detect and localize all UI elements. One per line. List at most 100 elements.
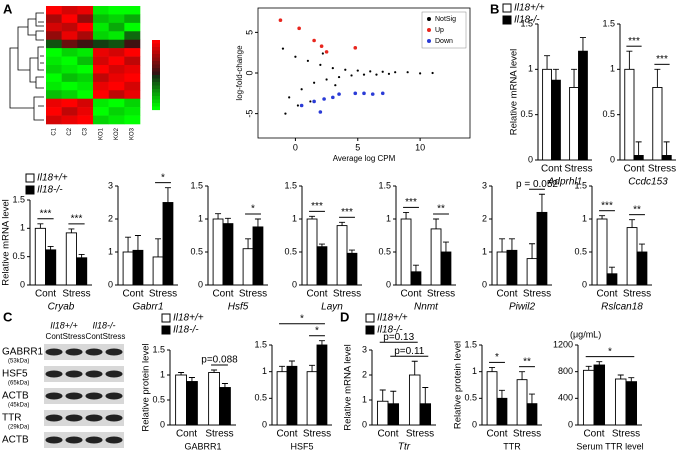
dendrogram [9,12,44,121]
x-tick-label: Cont [35,289,56,300]
column-label: C3 [83,127,89,135]
y-tick-label: 0.5 [284,246,297,256]
y-tick-label: 1.5 [378,180,391,190]
error-bar [211,369,218,373]
heat-cell [93,73,109,83]
heat-cell [61,107,78,116]
point [312,38,316,43]
point [394,71,397,74]
point [370,92,375,96]
bar [132,249,144,286]
point [381,70,384,73]
color-key [152,71,160,76]
significance-label: p=0.13 [383,332,414,343]
significance-label: ** [633,204,641,215]
point [337,75,341,79]
significance-label: * [300,313,304,324]
heat-cell [93,98,109,108]
bar [578,50,588,161]
error-bar [663,141,670,156]
y-tick-label: 1.5 [12,194,25,204]
blot-lane-label: Cont [86,332,104,341]
y-tick-label: 1 [160,369,165,379]
x-tick-label: Cont [212,289,233,300]
blot-strip [44,432,124,448]
heat-cell [108,31,125,41]
blot-size-label: (29kDa) [8,425,29,431]
bar [45,249,57,286]
y-tick-label: 1 [292,213,297,223]
x-tick-label: Cont [306,289,327,300]
x-axis-label: Adprhl1 [547,177,582,188]
y-tick-label: 1 [198,213,203,223]
x-tick-label: Cont [176,429,197,440]
bar [596,218,608,286]
x-tick-label: Stress [523,289,551,300]
heat-cell [61,90,78,100]
point [337,92,341,96]
error-bar [544,55,551,70]
y-tick-label: 1.5 [190,180,203,190]
color-key [152,68,160,72]
color-key [152,92,160,97]
bar [516,379,528,426]
x-tick-label: Stress [427,289,455,300]
color-key [152,75,160,79]
bar [624,68,635,161]
x-tick-label: Stress [612,429,640,440]
error-bar [390,390,397,404]
heat-cell [124,73,141,83]
point [309,100,312,103]
color-key [152,57,160,62]
error-bar [635,141,642,156]
heat-cell [46,81,62,91]
y-tick-label: 1.5 [602,18,615,28]
legend-label: Il18-/- [37,185,63,196]
legend-label: Down [435,38,453,45]
bar [582,369,595,426]
y-axis-label: Relative protein level [141,343,152,431]
heat-cell [77,107,94,116]
blot-band [45,436,63,444]
y-tick-label: 1.5 [464,339,477,349]
column-label: KO2 [114,127,120,140]
bar [306,218,318,286]
error-bar [608,266,615,274]
bar [526,258,538,286]
error-bar [508,238,515,251]
significance-label: p=0.088 [201,355,238,366]
point [387,72,391,75]
column-label: C1 [51,127,57,135]
point [353,91,358,96]
y-tick-label: 1 [610,64,615,74]
error-bar [379,389,386,402]
heat-cell [108,65,125,74]
point [353,46,358,50]
blot-group-label: Il18-/- [92,320,115,330]
bar [336,225,348,286]
legend-swatch [25,173,35,183]
point [321,52,324,55]
y-tick-label: 1.5 [152,344,165,354]
heat-cell [46,6,62,15]
heat-cell [108,22,125,32]
error-bar [528,393,535,404]
y-axis-label: Relative protein level [453,341,464,429]
color-key [152,78,160,83]
blot-strip [44,366,124,382]
x-axis-label: HSF5 [290,441,313,451]
legend-swatch [365,313,375,323]
y-tick-label: 1 [108,246,113,256]
y-tick-label: 0.5 [464,393,477,403]
error-bar [403,211,410,219]
heat-cell [46,73,62,83]
legend-swatch [25,185,35,195]
x-axis-label: Rslcan18 [601,302,643,313]
bar [175,374,187,426]
x-axis-label: GABRR1 [184,441,221,451]
y-tick-label: 0.5 [574,246,587,256]
point [319,63,322,66]
error-bar [68,228,75,233]
heat-cell [124,98,141,108]
y-tick-label: 1200 [553,339,573,349]
